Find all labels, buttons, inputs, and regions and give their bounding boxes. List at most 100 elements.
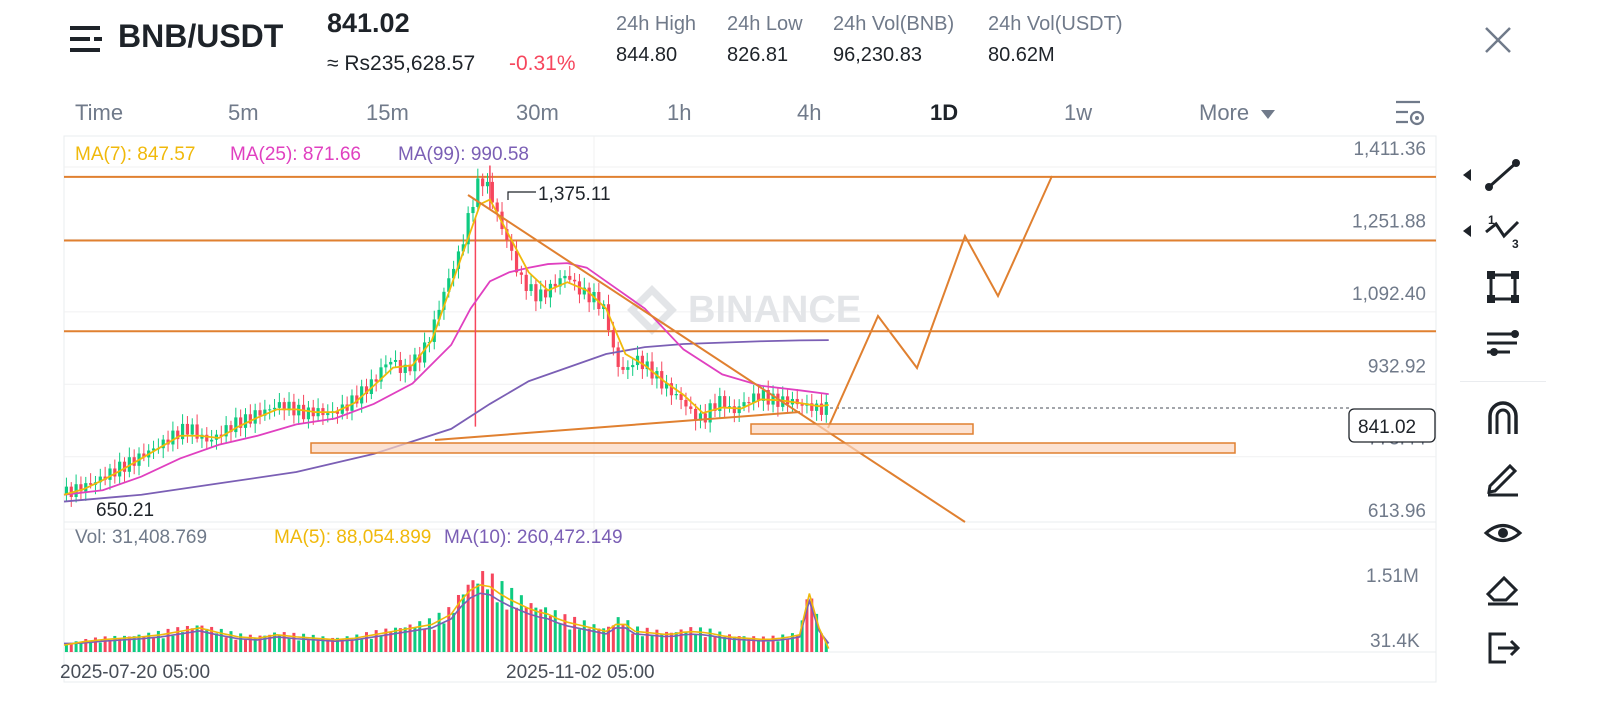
volume-bar [626, 620, 630, 652]
last-price: 841.02 [327, 8, 410, 38]
volume-bar [713, 637, 717, 652]
volume-bar [776, 641, 780, 652]
volume-bar [142, 636, 146, 652]
candle-body [364, 386, 369, 395]
user-drawings [310, 175, 1236, 523]
magnet-icon[interactable] [1482, 398, 1524, 440]
price-change-percent: -0.31% [509, 52, 576, 75]
vol-tick-low: 31.4K [1370, 631, 1420, 652]
rectangle-shape-icon[interactable] [1482, 266, 1524, 308]
pencil-icon[interactable] [1482, 456, 1524, 498]
tab-30m[interactable]: 30m [516, 100, 559, 125]
volume-bar [147, 632, 151, 652]
tab-15m[interactable]: 15m [366, 100, 409, 125]
projection-path [827, 175, 1053, 429]
volume-bar [297, 640, 301, 652]
volume-bar [335, 637, 339, 652]
binance-watermark: BINANCE [688, 289, 861, 331]
candle-body [306, 407, 311, 420]
volume-bar [742, 636, 746, 652]
eye-icon[interactable] [1482, 512, 1524, 554]
volume-bar [500, 581, 504, 652]
tab-1h[interactable]: 1h [667, 100, 692, 125]
candle-body [563, 275, 567, 279]
volume-bar [219, 628, 223, 652]
volume-bar [544, 607, 548, 652]
candle-body [64, 486, 69, 494]
low-marker-label: 650.21 [96, 500, 154, 521]
candle-body [529, 284, 533, 292]
eraser-icon[interactable] [1482, 568, 1524, 610]
candle-body [466, 213, 470, 245]
candle-body [713, 403, 717, 411]
volume-legend: Vol: 31,408.769 [75, 527, 208, 548]
volume-bar [171, 635, 175, 652]
volume-bar [616, 617, 620, 652]
candle-body [505, 229, 509, 240]
expand-arrow-icon-2[interactable] [1462, 224, 1472, 238]
candle-body [742, 402, 746, 407]
volume-bar [413, 627, 417, 652]
close-icon[interactable] [1484, 26, 1512, 54]
tab-more[interactable]: More [1199, 100, 1276, 126]
candle-body [277, 402, 281, 408]
candle-body [694, 408, 698, 421]
tab-1d[interactable]: 1D [930, 100, 959, 125]
pair-title[interactable]: BNB/USDT [118, 18, 284, 54]
tab-1w[interactable]: 1w [1064, 100, 1093, 125]
volume-bar [466, 584, 470, 652]
volume-bar [123, 635, 126, 652]
candle-body [355, 395, 359, 404]
vol-ma5-line [63, 584, 830, 649]
volume-bar [452, 612, 456, 652]
volume-bar [244, 638, 247, 652]
candle-body [379, 367, 383, 382]
volume-bar [577, 629, 581, 652]
x-tick-1: 2025-07-20 05:00 [60, 662, 210, 683]
volume-bar [127, 636, 131, 652]
exit-icon[interactable] [1482, 626, 1524, 668]
chart-settings-icon[interactable] [1394, 98, 1426, 128]
candle-body [698, 413, 703, 421]
volume-bar [607, 626, 610, 652]
tab-5m[interactable]: 5m [228, 100, 259, 125]
volume-bar [708, 628, 712, 652]
volume-bar [306, 640, 310, 652]
volume-bar [761, 636, 765, 652]
volume-bar [558, 623, 562, 652]
menu-icon[interactable] [70, 24, 104, 54]
candle-body [684, 399, 688, 407]
candle-body [229, 425, 233, 433]
volume-bar [360, 639, 364, 652]
tab-time[interactable]: Time [75, 100, 124, 125]
volume-bar [214, 633, 218, 652]
price-tick-label: 1,251.88 [1352, 211, 1426, 232]
candle-body [118, 461, 122, 477]
volume-bar [636, 626, 640, 652]
volume-bar [505, 609, 509, 652]
volume-bar [69, 643, 73, 652]
candle-body [408, 364, 412, 372]
candle-body [403, 364, 407, 373]
trend-line-icon[interactable] [1482, 154, 1524, 196]
volume-bar [660, 633, 664, 652]
stat-24h-low-value: 826.81 [727, 44, 789, 66]
candle-body [180, 423, 185, 440]
volume-bar [185, 625, 189, 652]
volume-bar [398, 628, 402, 652]
candle-body [345, 404, 349, 411]
expand-arrow-icon[interactable] [1462, 168, 1472, 182]
volume-bar [486, 589, 489, 652]
candle-body [224, 425, 228, 437]
tab-4h[interactable]: 4h [797, 100, 822, 125]
candle-body [810, 403, 814, 411]
candle-body [761, 390, 765, 401]
volume-bar [258, 635, 262, 652]
candle-body [732, 406, 736, 414]
candle-body [582, 287, 586, 295]
volume-bar [355, 634, 359, 652]
parallel-lines-icon[interactable] [1482, 322, 1524, 364]
candle-body [287, 401, 291, 411]
